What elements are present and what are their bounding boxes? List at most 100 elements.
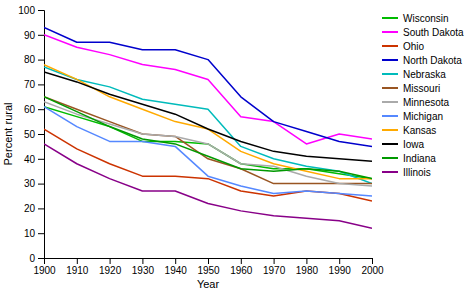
tick-mark: [38, 208, 44, 209]
legend-item: Nebraska: [382, 69, 446, 80]
legend-item: Kansas: [382, 125, 436, 136]
legend-label: North Dakota: [403, 55, 462, 66]
legend-swatch: [382, 171, 398, 173]
tick-label: 1960: [230, 265, 253, 276]
tick-label: 50: [24, 129, 36, 140]
legend-item: Ohio: [382, 41, 425, 52]
legend-label: Minnesota: [403, 97, 450, 108]
legend-swatch: [382, 157, 398, 159]
tick-label: 70: [24, 79, 36, 90]
legend-item: South Dakota: [382, 27, 464, 38]
tick: 1970: [263, 258, 286, 276]
tick-label: 1900: [33, 265, 56, 276]
tick-label: 20: [24, 203, 36, 214]
legend-label: Nebraska: [403, 69, 446, 80]
tick: 20: [24, 203, 44, 214]
tick: 60: [24, 104, 44, 115]
plot: 1900 1910 1920 1930 1940 1950 1960 1970 1980 1990…: [18, 5, 384, 276]
tick-label: 2000: [361, 265, 384, 276]
tick: 80: [24, 54, 44, 65]
axis-domain: [45, 259, 373, 265]
legend-swatch: [382, 31, 398, 33]
legend-label: Indiana: [403, 153, 436, 164]
tick: 1910: [66, 258, 89, 276]
tick-mark: [38, 258, 44, 259]
legend-item: Michigan: [382, 111, 443, 122]
tick-label: 100: [18, 5, 35, 16]
tick: 1940: [165, 258, 188, 276]
tick-mark: [77, 258, 78, 264]
legend-item: Wisconsin: [382, 13, 449, 24]
tick-mark: [372, 258, 373, 264]
tick: 50: [24, 129, 44, 140]
tick-label: 40: [24, 154, 36, 165]
tick: 1930: [132, 258, 155, 276]
legend-label: Ohio: [403, 41, 425, 52]
tick-mark: [38, 35, 44, 36]
series-line: [44, 107, 372, 179]
series-line: [44, 144, 372, 228]
tick-mark: [208, 258, 209, 264]
legend-swatch: [382, 101, 398, 103]
tick-label: 1920: [99, 265, 122, 276]
legend-label: Iowa: [403, 139, 425, 150]
tick-label: 30: [24, 178, 36, 189]
legend-label: Kansas: [403, 125, 436, 136]
tick-mark: [38, 10, 44, 11]
tick: 40: [24, 154, 44, 165]
tick: 1900: [33, 258, 56, 276]
tick-mark: [38, 60, 44, 61]
series-line: [44, 129, 372, 201]
tick-mark: [38, 159, 44, 160]
legend-item: Iowa: [382, 139, 425, 150]
legend-swatch: [382, 87, 398, 89]
tick: 1980: [296, 258, 319, 276]
legend-label: Missouri: [403, 83, 440, 94]
tick-label: 60: [24, 104, 36, 115]
tick-label: 1910: [66, 265, 89, 276]
tick-mark: [38, 109, 44, 110]
x-axis: 1900 1910 1920 1930 1940 1950 1960 1970 1980 1990…: [33, 258, 384, 276]
tick: 30: [24, 178, 44, 189]
legend-item: Missouri: [382, 83, 440, 94]
tick-mark: [38, 184, 44, 185]
series-line: [44, 107, 372, 196]
legend-item: Indiana: [382, 153, 436, 164]
series-line: [44, 67, 372, 184]
tick: 100: [18, 5, 44, 16]
tick: 1920: [99, 258, 122, 276]
tick: 0: [29, 253, 44, 264]
legend: Wisconsin South Dakota Ohio North Dakota Neb…: [382, 13, 464, 178]
legend-swatch: [382, 129, 398, 131]
tick-label: 1950: [197, 265, 220, 276]
tick-label: 80: [24, 54, 36, 65]
series-line: [44, 35, 372, 144]
tick-label: 0: [29, 253, 35, 264]
tick-label: 10: [24, 228, 36, 239]
legend-label: Illinois: [403, 167, 431, 178]
tick-mark: [175, 258, 176, 264]
tick: 70: [24, 79, 44, 90]
tick-mark: [38, 233, 44, 234]
y-axis-title: Percent rural: [2, 103, 14, 166]
tick-mark: [241, 258, 242, 264]
tick-mark: [274, 258, 275, 264]
tick: 90: [24, 30, 44, 41]
legend-swatch: [382, 17, 398, 19]
y-axis: 0 10 20 30 40 50 60 70 80 90 100: [18, 5, 44, 264]
tick-mark: [38, 84, 44, 85]
tick-label: 90: [24, 30, 36, 41]
series-line: [44, 72, 372, 161]
tick-mark: [306, 258, 307, 264]
tick-mark: [339, 258, 340, 264]
series-line: [44, 102, 372, 186]
legend-swatch: [382, 73, 398, 75]
legend-label: Wisconsin: [403, 13, 449, 24]
tick-label: 1990: [329, 265, 352, 276]
legend-swatch: [382, 45, 398, 47]
tick: 10: [24, 228, 44, 239]
tick: 2000: [361, 258, 384, 276]
tick-label: 1940: [165, 265, 188, 276]
legend-item: Minnesota: [382, 97, 450, 108]
tick: 1950: [197, 258, 220, 276]
